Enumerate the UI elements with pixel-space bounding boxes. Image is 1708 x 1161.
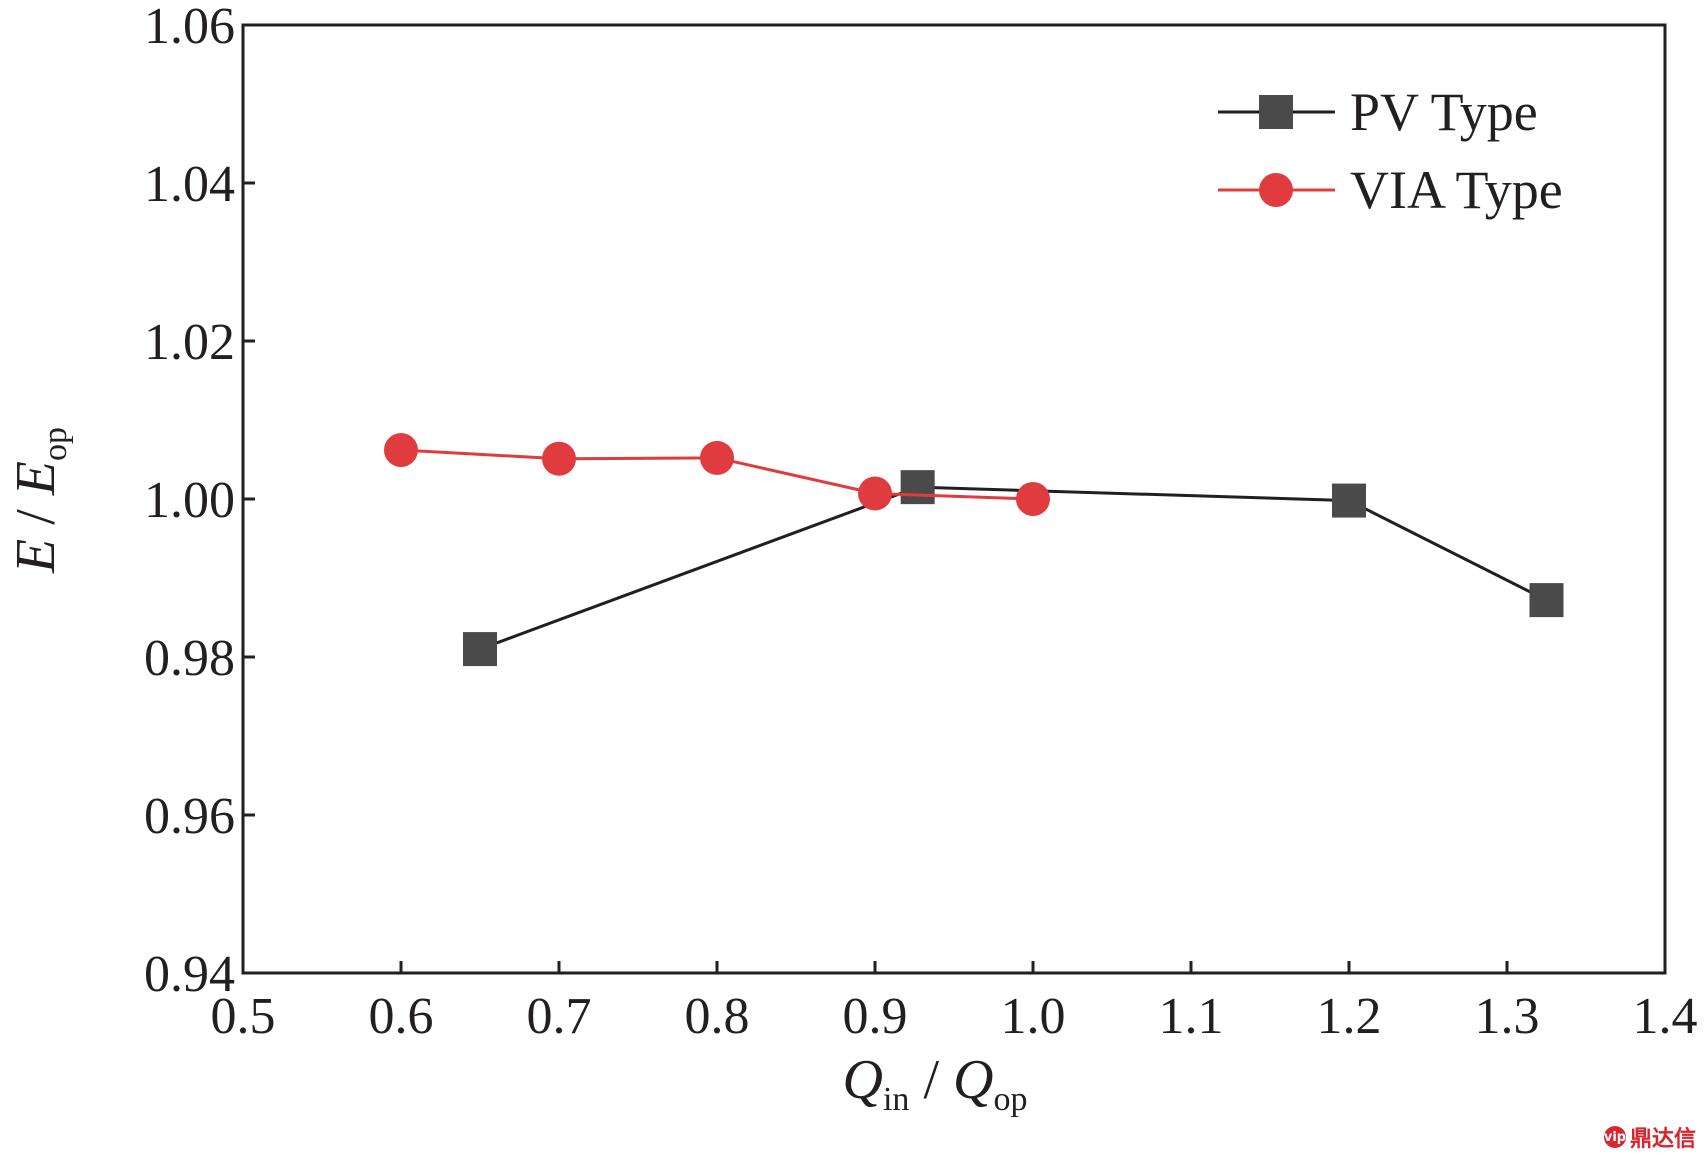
y-tick-label: 0.94 — [144, 946, 235, 1003]
series-layer — [384, 433, 1564, 667]
legend-marker — [1259, 95, 1293, 129]
legend: PV Type VIA Type — [1218, 82, 1563, 220]
watermark: vip 鼎达信 — [1604, 1121, 1696, 1153]
series-via-type — [384, 433, 1050, 516]
x-tick-label: 0.8 — [685, 988, 750, 1045]
x-tick-label: 0.7 — [527, 988, 592, 1045]
legend-item: VIA Type — [1218, 160, 1563, 220]
watermark-logo-icon: vip — [1604, 1126, 1626, 1148]
data-point — [858, 476, 892, 511]
x-tick-label: 0.9 — [843, 988, 908, 1045]
data-point — [463, 632, 497, 667]
y-axis-title: E / Eop — [5, 427, 74, 574]
y-tick-label: 0.96 — [144, 788, 235, 845]
x-axis-title: Qin / Qop — [843, 1049, 1028, 1118]
y-tick-label: 1.06 — [144, 0, 235, 55]
series-line — [479, 485, 1548, 651]
x-tick-label: 1.3 — [1475, 988, 1540, 1045]
watermark-text: 鼎达信 — [1629, 1127, 1696, 1152]
data-point — [1529, 583, 1564, 618]
data-point — [700, 440, 734, 475]
x-tick-label: 1.1 — [1159, 988, 1224, 1045]
data-point — [384, 433, 418, 468]
legend-item: PV Type — [1218, 82, 1538, 142]
data-point — [542, 441, 576, 476]
series-pv-type — [463, 470, 1564, 667]
y-tick-label: 1.02 — [144, 314, 235, 371]
data-point — [900, 470, 935, 505]
data-point — [1332, 483, 1366, 518]
x-tick-label: 1.4 — [1633, 988, 1698, 1045]
y-tick-label: 0.98 — [144, 630, 235, 687]
data-point — [1016, 482, 1050, 516]
axes: 0.5 0.6 0.7 0.8 0.9 1.0 1.1 1.2 1.3 1.4 0.94 0.96 0.… — [144, 0, 1698, 1045]
axis-labels: Qin / Qop E / Eop — [5, 427, 1027, 1118]
legend-label: PV Type — [1350, 82, 1538, 142]
y-tick-label: 1.00 — [144, 472, 235, 529]
x-tick-label: 1.0 — [1001, 988, 1066, 1045]
y-tick-label: 1.04 — [144, 156, 235, 213]
x-tick-label: 0.6 — [369, 988, 434, 1045]
legend-label: VIA Type — [1350, 160, 1563, 220]
x-tick-label: 0.5 — [211, 988, 276, 1045]
legend-marker — [1259, 173, 1293, 207]
x-tick-label: 1.2 — [1317, 988, 1382, 1045]
